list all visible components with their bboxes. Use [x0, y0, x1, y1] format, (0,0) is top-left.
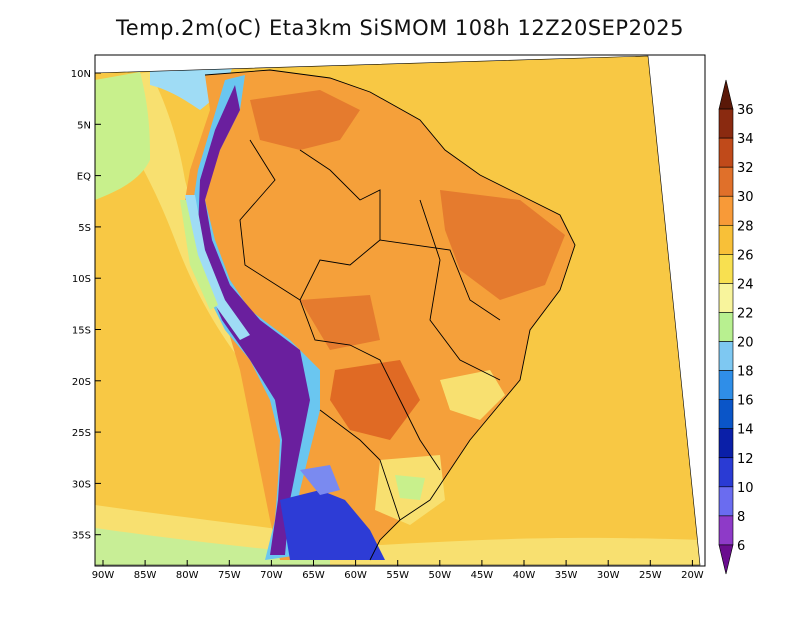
- colorbar-swatch: [718, 399, 734, 430]
- lon-label: 30W: [597, 570, 620, 581]
- lon-label: 20W: [681, 570, 704, 581]
- longitude-axis: 90W 85W 80W 75W 70W 65W 60W 55W 50W 45W 40W 35W 30W 2…: [92, 560, 704, 581]
- colorbar-swatch: [718, 224, 734, 255]
- lat-label: 35S: [72, 531, 91, 542]
- lon-label: 70W: [260, 570, 283, 581]
- andes-coldest: [198, 85, 310, 555]
- lat-label: 15S: [72, 326, 91, 337]
- colorbar-label: 16: [737, 394, 754, 409]
- colorbar-top-arrow: [718, 79, 734, 110]
- lon-label: 65W: [302, 570, 325, 581]
- lon-label: 90W: [92, 570, 115, 581]
- lon-label: 35W: [555, 570, 578, 581]
- pacific-green-strip: [95, 72, 150, 200]
- southern-cold-plume: [280, 490, 385, 560]
- colorbar-bottom-arrow: [718, 544, 734, 575]
- lat-label: 10S: [72, 274, 91, 285]
- temperature-field: [95, 56, 700, 565]
- colorbar-label: 36: [737, 103, 754, 118]
- colorbar-swatch: [718, 283, 734, 313]
- colorbar-swatch: [718, 195, 734, 226]
- colorbar-swatch: [718, 341, 734, 371]
- lat-label: 5S: [78, 223, 91, 234]
- latitude-axis: 10N 5N EQ 5S 10S 15S 20S 25S 30S 35S: [71, 69, 101, 542]
- colorbar-swatch: [718, 515, 734, 546]
- lon-label: 80W: [176, 570, 199, 581]
- colorbar-swatch: [718, 370, 734, 400]
- border-states-1: [379, 239, 501, 321]
- southern-cold-plume-edge: [300, 465, 340, 495]
- coastline: [204, 69, 576, 561]
- colorbar: 6 8 10 12 14 16 18 20 22 24 26 28 30 32 34 36: [718, 79, 754, 575]
- coastal-cool-strip: [185, 195, 250, 340]
- lon-label: 85W: [134, 570, 157, 581]
- lat-label: 25S: [72, 428, 91, 439]
- colorbar-label: 32: [737, 161, 754, 176]
- lon-label: 50W: [428, 570, 451, 581]
- border-andean: [239, 139, 301, 301]
- colorbar-label: 24: [737, 277, 754, 292]
- colorbar-label: 14: [737, 423, 754, 438]
- colorbar-label: 28: [737, 219, 754, 234]
- colorbar-swatch: [718, 166, 734, 197]
- border-states-2: [419, 199, 501, 381]
- political-borders: [204, 69, 576, 561]
- hot-core-central: [300, 295, 380, 350]
- lon-label: 60W: [344, 570, 367, 581]
- lat-label: 5N: [77, 120, 91, 131]
- colorbar-label: 18: [737, 365, 754, 380]
- colorbar-label: 6: [737, 539, 745, 554]
- colorbar-label: 26: [737, 248, 754, 263]
- colorbar-swatch: [718, 457, 734, 488]
- colorbar-label: 34: [737, 132, 754, 147]
- colorbar-swatch: [718, 486, 734, 517]
- colorbar-swatch: [718, 137, 734, 168]
- lat-label: EQ: [77, 172, 91, 183]
- lat-label: 20S: [72, 377, 91, 388]
- border-southern-cone: [319, 409, 401, 521]
- colorbar-label: 8: [737, 510, 745, 525]
- colorbar-label: 30: [737, 190, 754, 205]
- lat-label: 30S: [72, 479, 91, 490]
- border-brazil-west: [299, 149, 441, 471]
- mild-highlands: [440, 370, 505, 420]
- lat-label: 10N: [71, 69, 91, 80]
- colorbar-label: 12: [737, 452, 754, 467]
- map-title: Temp.2m(oC) Eta3km SiSMOM 108h 12Z20SEP2…: [115, 16, 685, 40]
- colorbar-label: 22: [737, 306, 754, 321]
- coastal-green-strip: [180, 200, 218, 310]
- hot-core-north: [250, 90, 360, 150]
- colorbar-label: 20: [737, 336, 754, 351]
- hot-core-northeast: [440, 190, 565, 300]
- uruguay-cool: [395, 475, 425, 500]
- lon-label: 25W: [639, 570, 662, 581]
- hot-core-chaco: [330, 360, 420, 440]
- colorbar-swatch: [718, 312, 734, 342]
- colorbar-swatch: [718, 254, 734, 284]
- lon-label: 75W: [218, 570, 241, 581]
- lon-label: 55W: [386, 570, 409, 581]
- plot-frame: [94, 54, 706, 567]
- lon-label: 40W: [513, 570, 536, 581]
- colorbar-swatch: [718, 108, 734, 139]
- colorbar-label: 10: [737, 481, 754, 496]
- colorbar-swatch: [718, 428, 734, 459]
- lon-label: 45W: [471, 570, 494, 581]
- southern-ocean-cooler: [95, 528, 330, 565]
